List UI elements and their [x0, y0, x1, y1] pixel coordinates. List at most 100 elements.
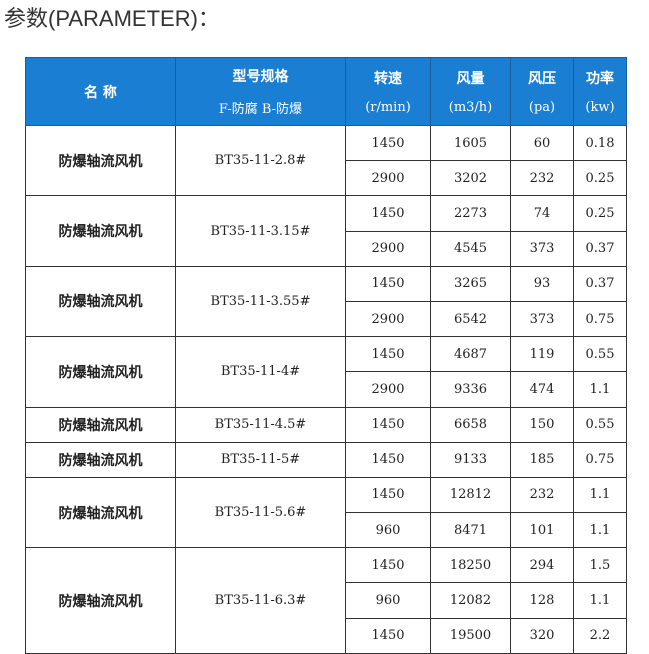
- cell-power: 0.37: [573, 265, 627, 302]
- header-flow-label: 风量: [456, 71, 485, 87]
- header-name: 名 称: [25, 57, 176, 126]
- cell-speed: 1450: [345, 441, 431, 478]
- cell-name: 防爆轴流风机: [25, 195, 176, 267]
- cell-speed: 1450: [345, 195, 431, 232]
- cell-power: 0.75: [573, 441, 627, 478]
- header-flow-unit: (m3/h): [448, 100, 493, 115]
- cell-model: BT35-11-3.55#: [175, 265, 346, 338]
- cell-model: BT35-11-5.6#: [175, 476, 346, 549]
- cell-name: 防爆轴流风机: [25, 406, 176, 443]
- cell-name: 防爆轴流风机: [25, 265, 176, 338]
- table-row: 960 12082 128 1.1: [26, 582, 627, 619]
- table-row: 2900 6542 373 0.75: [26, 300, 627, 338]
- header-flow: 风量 (m3/h): [430, 57, 511, 126]
- cell-model: BT35-11-2.8#: [175, 124, 346, 197]
- header-model-label: 型号规格: [232, 69, 289, 85]
- cell-speed: 1450: [345, 406, 431, 443]
- cell-pressure: 101: [510, 512, 574, 549]
- cell-flow: 2273: [430, 195, 511, 232]
- cell-flow: 3265: [430, 265, 511, 302]
- cell-pressure: 60: [510, 124, 574, 162]
- cell-power: 1.1: [573, 512, 627, 549]
- cell-power: 1.1: [573, 371, 627, 408]
- table-row: 防爆轴流风机 BT35-11-3.55# 1450 3265 93 0.37: [25, 265, 627, 338]
- cell-model: BT35-11-3.15#: [175, 195, 346, 267]
- cell-speed: 1450: [345, 124, 431, 162]
- header-model: 型号规格 F-防腐 B-防爆: [175, 57, 346, 126]
- cell-flow: 8471: [430, 512, 511, 549]
- header-pressure-unit: (pa): [528, 100, 556, 115]
- cell-pressure: 320: [510, 617, 574, 654]
- header-power-label: 功率: [586, 71, 614, 87]
- cell-speed: 1450: [345, 336, 431, 373]
- table-row: 2900 3202 232 0.25: [26, 160, 627, 197]
- cell-pressure: 294: [510, 547, 574, 584]
- cell-name: 防爆轴流风机: [25, 336, 176, 408]
- cell-power: 1.1: [573, 582, 627, 619]
- header-pressure: 风压 (pa): [510, 57, 574, 126]
- cell-model: BT35-11-6.3#: [175, 547, 346, 654]
- cell-power: 0.75: [573, 300, 627, 338]
- cell-flow: 4687: [430, 336, 511, 373]
- cell-speed: 2900: [345, 230, 431, 267]
- cell-speed: 1450: [345, 617, 431, 654]
- cell-power: 2.2: [573, 617, 627, 654]
- cell-name: 防爆轴流风机: [25, 547, 176, 654]
- cell-power: 1.5: [573, 547, 627, 584]
- cell-model: BT35-11-4.5#: [175, 406, 346, 443]
- cell-power: 0.55: [573, 406, 627, 443]
- cell-pressure: 232: [510, 476, 574, 514]
- cell-power: 0.25: [573, 195, 627, 232]
- cell-flow: 3202: [430, 160, 511, 197]
- cell-speed: 960: [345, 512, 431, 549]
- table-row: 960 8471 101 1.1: [26, 512, 627, 549]
- cell-flow: 6658: [430, 406, 511, 443]
- cell-pressure: 93: [510, 265, 574, 302]
- cell-pressure: 150: [510, 406, 574, 443]
- cell-pressure: 373: [510, 300, 574, 338]
- table-row: 防爆轴流风机 BT35-11-5.6# 1450 12812 232 1.1: [25, 476, 627, 549]
- parameter-table: 名 称 型号规格 F-防腐 B-防爆 转速 (r/min) 风量 (m3/h) 风压 (…: [25, 57, 627, 654]
- cell-pressure: 373: [510, 230, 574, 267]
- table-row: 1450 19500 320 2.2: [26, 617, 627, 654]
- cell-flow: 19500: [430, 617, 511, 654]
- cell-flow: 12812: [430, 476, 511, 514]
- cell-power: 0.25: [573, 160, 627, 197]
- cell-speed: 2900: [345, 160, 431, 197]
- header-speed-label: 转速: [374, 71, 402, 87]
- cell-speed: 2900: [345, 300, 431, 338]
- cell-flow: 18250: [430, 547, 511, 584]
- cell-pressure: 128: [510, 582, 574, 619]
- cell-power: 0.18: [573, 124, 627, 162]
- cell-flow: 6542: [430, 300, 511, 338]
- cell-flow: 9336: [430, 371, 511, 408]
- header-power-unit: (kw): [585, 100, 615, 115]
- cell-pressure: 232: [510, 160, 574, 197]
- table-row: 防爆轴流风机 BT35-11-4.5# 1450 6658 150 0.55: [25, 406, 627, 443]
- cell-flow: 12082: [430, 582, 511, 619]
- table-header-row: 名 称 型号规格 F-防腐 B-防爆 转速 (r/min) 风量 (m3/h) 风压 (…: [25, 57, 627, 126]
- cell-pressure: 185: [510, 441, 574, 478]
- header-pressure-label: 风压: [528, 71, 556, 87]
- cell-power: 0.37: [573, 230, 627, 267]
- table-row: 2900 4545 373 0.37: [26, 230, 627, 267]
- cell-speed: 2900: [345, 371, 431, 408]
- cell-name: 防爆轴流风机: [25, 476, 176, 549]
- header-power: 功率 (kw): [573, 57, 627, 126]
- cell-flow: 4545: [430, 230, 511, 267]
- table-row: 防爆轴流风机 BT35-11-3.15# 1450 2273 74 0.25: [25, 195, 627, 267]
- cell-name: 防爆轴流风机: [25, 124, 176, 197]
- header-speed: 转速 (r/min): [345, 57, 431, 126]
- table-row: 防爆轴流风机 BT35-11-6.3# 1450 18250 294 1.5: [25, 547, 627, 654]
- cell-pressure: 74: [510, 195, 574, 232]
- cell-speed: 1450: [345, 265, 431, 302]
- cell-model: BT35-11-4#: [175, 336, 346, 408]
- cell-pressure: 474: [510, 371, 574, 408]
- page-title: 参数(PARAMETER)：: [4, 6, 220, 31]
- table-row: 防爆轴流风机 BT35-11-5# 1450 9133 185 0.75: [25, 441, 627, 478]
- cell-power: 0.55: [573, 336, 627, 373]
- table-row: 防爆轴流风机 BT35-11-2.8# 1450 1605 60 0.18: [25, 124, 627, 197]
- cell-flow: 1605: [430, 124, 511, 162]
- header-model-sub: F-防腐 B-防爆: [218, 102, 303, 117]
- cell-flow: 9133: [430, 441, 511, 478]
